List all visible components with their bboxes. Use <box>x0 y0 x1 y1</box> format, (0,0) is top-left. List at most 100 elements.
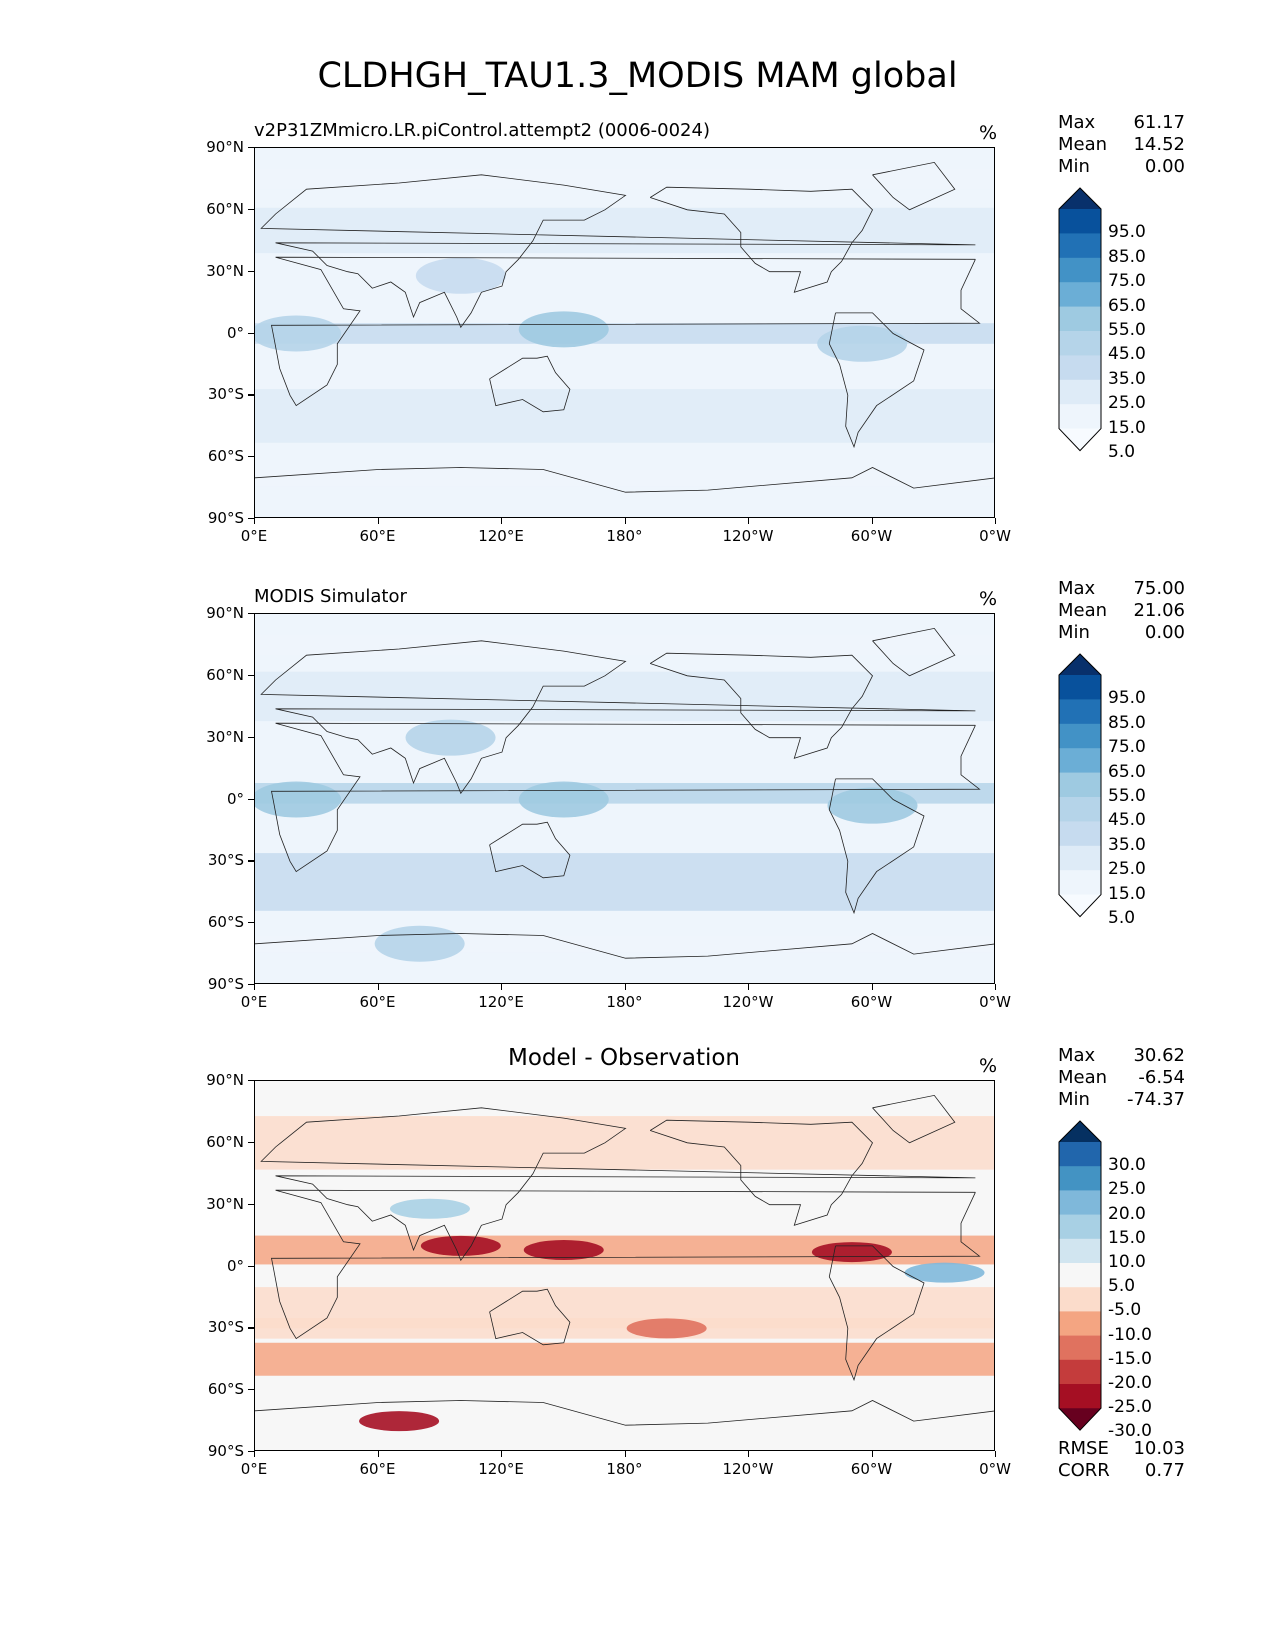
x-tick-label: 120°W <box>722 527 774 545</box>
colorbar-segment <box>1059 404 1101 430</box>
panel-observation: MODIS Simulator % Max 75.00 Mean 21.06 Min… <box>0 578 1275 1046</box>
y-tick <box>248 798 254 800</box>
colorbar-tick-label: 85.0 <box>1108 712 1146 733</box>
y-tick-label: 90°S <box>207 509 244 527</box>
colorbar-tick-label: 75.0 <box>1108 271 1146 292</box>
field-band <box>255 853 994 911</box>
field-band <box>255 389 994 443</box>
colorbar-segment <box>1059 257 1101 283</box>
field-band <box>255 634 994 656</box>
coastline <box>828 778 925 915</box>
coastline <box>828 1245 925 1382</box>
colorbar-tick-label: 15.0 <box>1108 1227 1146 1248</box>
coastline <box>649 1119 873 1226</box>
x-tick-label: 60°W <box>850 527 893 545</box>
figure-title: CLDHGH_TAU1.3_MODIS MAM global <box>317 56 958 96</box>
stats-block: Max 61.17 Mean 14.52 Min 0.00 <box>1058 112 1185 178</box>
colorbar-tick-label: 55.0 <box>1108 786 1146 806</box>
field-feature <box>817 325 908 362</box>
footer-stats: RMSE 10.03 CORR 0.77 <box>1058 1438 1185 1482</box>
colorbar-segment <box>1059 772 1101 798</box>
y-tick-label: 0° <box>226 323 244 342</box>
stat-mean: Mean 14.52 <box>1058 134 1185 155</box>
panel-model: v2P31ZMmicro.LR.piControl.attempt2 (0006… <box>0 112 1275 580</box>
colorbar-extend-min <box>1059 428 1101 451</box>
colorbar-segment <box>1059 797 1101 822</box>
x-tick-label: 180° <box>606 1460 643 1478</box>
x-tick-label: 60°E <box>359 993 396 1011</box>
colorbar-tick-label: 15.0 <box>1108 417 1146 438</box>
y-tick <box>248 1203 254 1205</box>
y-tick-label: 60°N <box>206 665 244 684</box>
colorbar-segment <box>1059 1166 1101 1191</box>
colorbar-segment <box>1059 209 1101 234</box>
colorbar-segment <box>1059 1238 1101 1264</box>
x-tick-label: 60°E <box>359 527 396 545</box>
colorbar-tick-label: 85.0 <box>1108 246 1146 267</box>
panel-title: MODIS Simulator <box>254 586 407 607</box>
field-band <box>255 1342 994 1376</box>
colorbar-segment <box>1059 699 1101 725</box>
y-tick <box>248 1389 254 1391</box>
panel-difference: Model - Observation % Max 30.62 Mean -6.54… <box>0 1045 1275 1513</box>
x-tick <box>377 1451 379 1457</box>
x-tick-label: 120°W <box>722 1460 774 1478</box>
colorbar-segment <box>1059 1214 1101 1240</box>
x-tick <box>748 1451 750 1457</box>
x-tick <box>748 984 750 990</box>
colorbar-tick-label: -20.0 <box>1108 1373 1152 1393</box>
colorbar-extend-max <box>1059 654 1101 675</box>
x-tick-label: 120°E <box>478 993 524 1011</box>
coastline <box>255 467 994 493</box>
colorbar-segment <box>1059 675 1101 700</box>
x-tick-label: 60°W <box>850 993 893 1011</box>
colorbar-tick-label: 30.0 <box>1108 1155 1146 1176</box>
colorbar-segment <box>1059 1190 1101 1216</box>
field-band <box>255 1116 994 1170</box>
field-feature <box>420 1235 501 1256</box>
colorbar-tick-label: 45.0 <box>1108 344 1146 365</box>
x-tick <box>501 984 503 990</box>
map-svg <box>255 148 994 517</box>
field-feature <box>827 787 918 824</box>
x-tick-label: 180° <box>606 527 643 545</box>
colorbar-tick-label: 95.0 <box>1108 222 1146 243</box>
field-feature <box>518 311 609 348</box>
y-tick-label: 30°S <box>207 1318 244 1337</box>
field-feature <box>389 1198 470 1219</box>
field-feature <box>904 1262 985 1283</box>
stat-max: Max 30.62 <box>1058 1045 1185 1066</box>
x-tick-label: 0°W <box>979 1460 1011 1478</box>
stat-max: Max 75.00 <box>1058 578 1185 599</box>
field-feature <box>523 1240 604 1261</box>
x-tick-label: 120°E <box>478 1460 524 1478</box>
x-tick <box>624 1451 626 1457</box>
coastline <box>489 821 571 879</box>
colorbar-segment <box>1059 306 1101 332</box>
stat-min: Min 0.00 <box>1058 622 1185 643</box>
colorbar-segment <box>1059 748 1101 774</box>
colorbar-segment <box>1059 331 1101 356</box>
colorbar-extend-max <box>1059 188 1101 209</box>
x-tick <box>995 1451 997 1457</box>
field-feature <box>359 1411 440 1432</box>
y-tick <box>248 270 254 272</box>
colorbar-segment <box>1059 233 1101 259</box>
field-band <box>255 783 994 804</box>
x-tick <box>254 984 256 990</box>
coastline <box>260 174 976 329</box>
colorbar-segment <box>1059 1335 1101 1361</box>
y-tick-label: 90°S <box>207 975 244 993</box>
colorbar-tick-label: 25.0 <box>1108 1179 1146 1200</box>
y-tick-label: 90°S <box>207 1442 244 1460</box>
colorbar-svg <box>1058 653 1102 918</box>
y-tick-label: 60°S <box>207 1380 244 1399</box>
colorbar-segment <box>1059 1311 1101 1337</box>
x-tick-label: 120°W <box>722 993 774 1011</box>
colorbar-segment <box>1059 1263 1101 1288</box>
x-tick <box>501 1451 503 1457</box>
field-feature <box>626 1318 707 1339</box>
panel-title: Model - Observation <box>507 1045 741 1071</box>
y-tick <box>248 332 254 334</box>
colorbar-tick-label: 95.0 <box>1108 688 1146 709</box>
